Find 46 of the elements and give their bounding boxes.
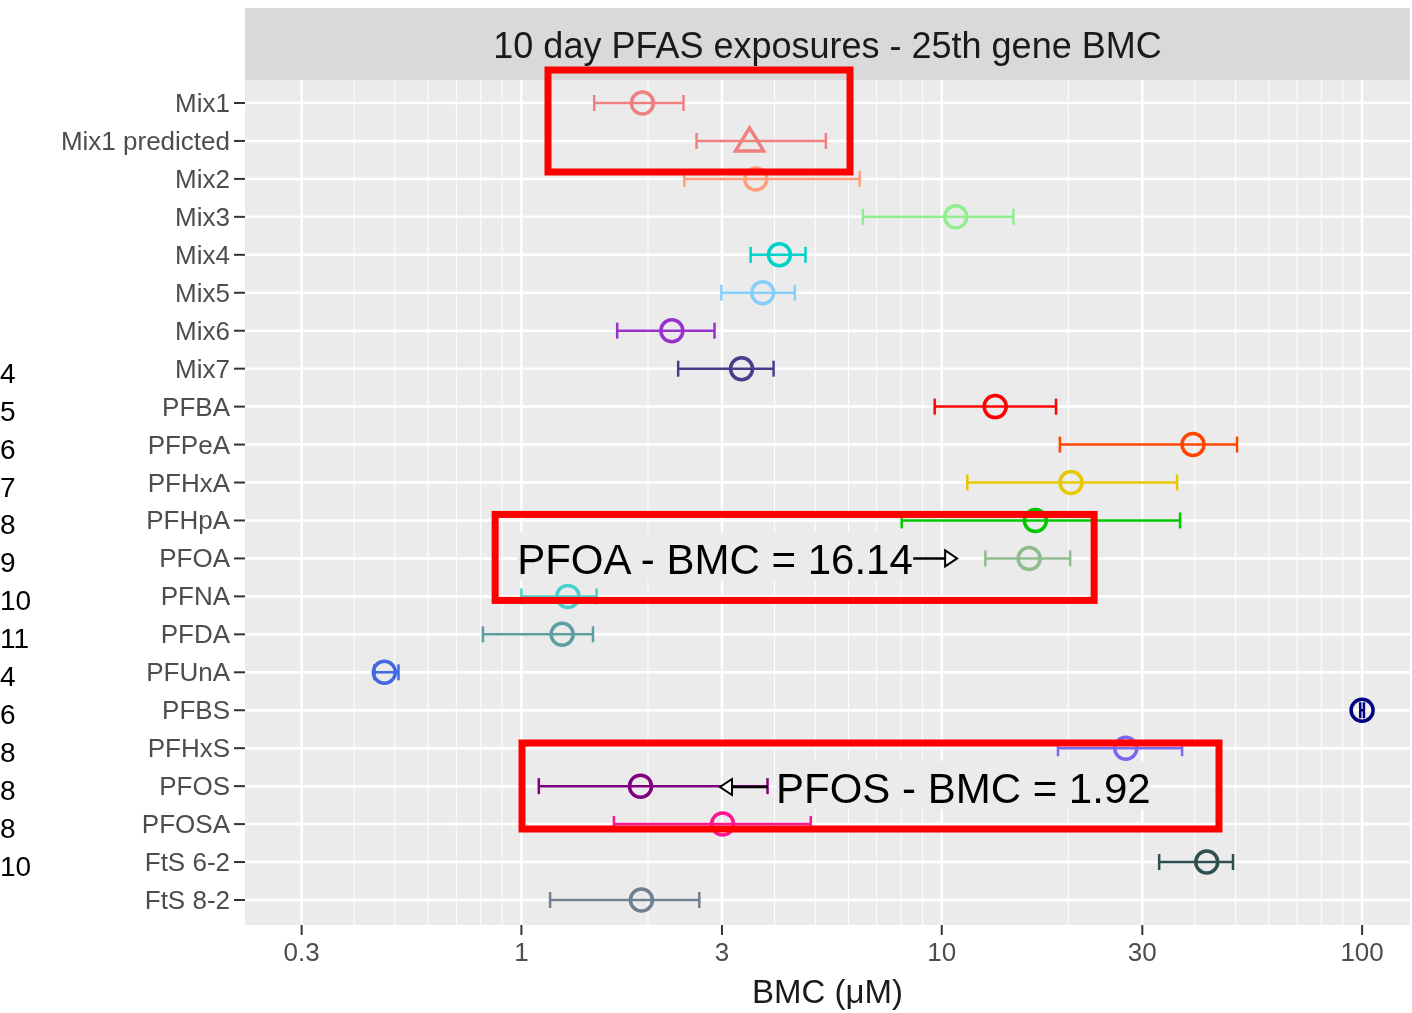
x-tick-label: 1 — [514, 937, 529, 967]
y-tick-label: PFDA — [160, 619, 231, 650]
x-tick-label: 100 — [1340, 937, 1384, 967]
y-tick-label: Mix1 predicted — [60, 125, 230, 156]
y-tick-label: PFOS — [159, 771, 230, 802]
x-tick-label: 10 — [927, 937, 957, 967]
x-axis-title: BMC (μM) — [752, 973, 903, 1010]
y-tick-label: PFBA — [162, 391, 231, 422]
text: 10 — [0, 585, 32, 617]
text: 8 — [0, 775, 16, 807]
y-tick-label: PFBS — [162, 695, 230, 726]
annotation: PFOA - BMC = 16.14 — [517, 536, 913, 584]
text: 10 — [0, 851, 32, 883]
text: 9 — [0, 547, 16, 579]
y-tick-label: FtS 8-2 — [144, 885, 230, 915]
x-tick-label: 0.3 — [283, 937, 320, 967]
chart-title: 10 day PFAS exposures - 25th gene BMC — [493, 25, 1162, 66]
y-tick-label: PFOA — [159, 543, 231, 574]
y-tick-label: FtS 6-2 — [144, 847, 230, 878]
text: 5 — [0, 395, 16, 427]
y-tick-label: Mix2 — [175, 163, 230, 194]
text: 6 — [0, 699, 16, 731]
text: 11 — [0, 623, 30, 655]
text: 6 — [0, 433, 16, 465]
y-tick-label: PFNA — [160, 581, 231, 612]
text: 4 — [0, 661, 16, 693]
y-tick-label: PFUnA — [146, 657, 231, 688]
y-tick-label: PFHxS — [147, 733, 230, 764]
y-tick-label: Mix6 — [175, 315, 230, 346]
y-tick-label: Mix4 — [175, 239, 230, 270]
y-tick-label: PFPeA — [147, 429, 231, 460]
text: 8 — [0, 813, 16, 845]
y-tick-label: PFHpA — [146, 505, 231, 536]
y-tick-label: PFHxA — [147, 467, 231, 498]
annotation: PFOS - BMC = 1.92 — [776, 765, 1151, 812]
y-tick-label: Mix5 — [175, 277, 230, 308]
y-tick-label: PFOSA — [141, 809, 231, 840]
x-tick-label: 3 — [714, 937, 730, 967]
text: 8 — [0, 737, 16, 769]
y-tick-label: Mix7 — [175, 353, 230, 384]
text: 8 — [0, 509, 16, 541]
x-tick-label: 30 — [1127, 937, 1157, 967]
text: 4 — [0, 357, 16, 389]
y-tick-label: Mix3 — [175, 201, 230, 232]
y-tick-label: Mix1 — [175, 88, 230, 118]
text: 7 — [0, 471, 16, 503]
